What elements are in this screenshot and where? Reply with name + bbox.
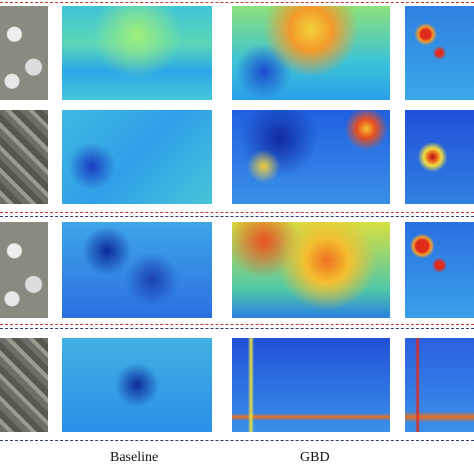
column-label: GBD (300, 450, 330, 465)
heatmap (405, 110, 474, 204)
heatmap (62, 6, 212, 100)
column-label: Baseline (110, 450, 159, 465)
separator (0, 324, 474, 325)
photo (0, 6, 48, 100)
separator (0, 216, 474, 217)
heatmap (232, 6, 390, 100)
heatmap (405, 6, 474, 100)
heatmap (405, 222, 474, 318)
heatmap (62, 110, 212, 204)
heatmap (405, 338, 474, 432)
separator (0, 212, 474, 213)
heatmap (232, 338, 390, 432)
photo (0, 222, 48, 318)
heatmap (62, 222, 212, 318)
heatmap (232, 110, 390, 204)
separator (0, 2, 474, 3)
separator (0, 328, 474, 329)
photo (0, 338, 48, 432)
heatmap (62, 338, 212, 432)
photo (0, 110, 48, 204)
heatmap (232, 222, 390, 318)
separator (0, 440, 474, 441)
